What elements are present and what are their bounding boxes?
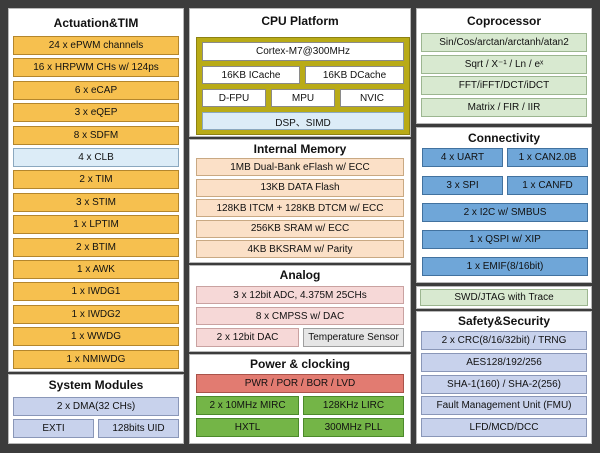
cpu-title: CPU Platform bbox=[261, 14, 339, 28]
exti-block: EXTI bbox=[13, 419, 94, 438]
analog-title: Analog bbox=[279, 268, 321, 282]
memory-item-1: 1MB Dual-Bank eFlash w/ ECC bbox=[196, 158, 404, 176]
power-panel: Power & clocking PWR / POR / BOR / LVD 2… bbox=[189, 354, 411, 444]
pll-block: 300MHz PLL bbox=[303, 418, 404, 437]
coprocessor-item-2: Sqrt / X⁻¹ / Ln / eˣ bbox=[421, 54, 587, 74]
actuation-item-4: 3 x eQEP bbox=[13, 103, 179, 123]
cmpss-block: 8 x CMPSS w/ DAC bbox=[196, 307, 404, 325]
actuation-item-2: 16 x HRPWM CHs w/ 124ps bbox=[13, 58, 179, 78]
dma-block: 2 x DMA(32 CHs) bbox=[13, 397, 179, 416]
adc-block: 3 x 12bit ADC, 4.375M 25CHs bbox=[196, 286, 404, 304]
memory-item-4: 256KB SRAM w/ ECC bbox=[196, 219, 404, 238]
swd-panel: SWD/JTAG with Trace bbox=[416, 286, 592, 309]
dac-block: 2 x 12bit DAC bbox=[196, 328, 299, 347]
icache-block: 16KB ICache bbox=[202, 66, 300, 84]
swd-jtag-block: SWD/JTAG with Trace bbox=[420, 289, 588, 306]
safety-item-1: 2 x CRC(8/16/32bit) / TRNG bbox=[421, 331, 587, 350]
analog-panel: Analog 3 x 12bit ADC, 4.375M 25CHs 8 x C… bbox=[189, 265, 411, 352]
actuation-item-9: 1 x LPTIM bbox=[13, 215, 179, 235]
connectivity-title: Connectivity bbox=[467, 131, 540, 145]
actuation-title: Actuation&TIM bbox=[53, 16, 139, 30]
dfpu-block: D-FPU bbox=[202, 89, 266, 107]
dcache-block: 16KB DCache bbox=[305, 66, 404, 84]
emif-block: 1 x EMIF(8/16bit) bbox=[422, 257, 588, 276]
temperature-sensor-block: Temperature Sensor bbox=[303, 328, 404, 347]
actuation-item-15: 1 x NMIWDG bbox=[13, 349, 179, 369]
actuation-item-3: 6 x eCAP bbox=[13, 80, 179, 100]
can-block: 1 x CAN2.0B bbox=[507, 148, 588, 167]
memory-item-5: 4KB BKSRAM w/ Parity bbox=[196, 240, 404, 258]
memory-item-3: 128KB ITCM + 128KB DTCM w/ ECC bbox=[196, 199, 404, 217]
coprocessor-item-4: Matrix / FIR / IIR bbox=[421, 97, 587, 117]
i2c-block: 2 x I2C w/ SMBUS bbox=[422, 203, 588, 222]
actuation-item-7: 2 x TIM bbox=[13, 170, 179, 190]
coprocessor-item-1: Sin/Cos/arctan/arctanh/atan2 bbox=[421, 33, 587, 52]
safety-item-4: Fault Management Unit (FMU) bbox=[421, 396, 587, 416]
actuation-item-14: 1 x WWDG bbox=[13, 327, 179, 347]
coprocessor-title: Coprocessor bbox=[466, 14, 542, 28]
nvic-block: NVIC bbox=[340, 89, 404, 107]
qspi-block: 1 x QSPI w/ XIP bbox=[422, 230, 588, 249]
actuation-item-5: 8 x SDFM bbox=[13, 125, 179, 145]
actuation-item-12: 1 x IWDG1 bbox=[13, 282, 179, 302]
actuation-item-1: 24 x ePWM channels bbox=[13, 36, 179, 55]
cpu-frame: Cortex-M7@300MHz 16KB ICache 16KB DCache… bbox=[196, 37, 410, 135]
coprocessor-item-3: FFT/iFFT/DCT/iDCT bbox=[421, 76, 587, 95]
pwr-por-bor-lvd-block: PWR / POR / BOR / LVD bbox=[196, 374, 404, 393]
cpu-panel: CPU Platform Cortex-M7@300MHz 16KB ICach… bbox=[189, 8, 411, 137]
safety-item-3: SHA-1(160) / SHA-2(256) bbox=[421, 374, 587, 394]
actuation-item-10: 2 x BTIM bbox=[13, 237, 179, 257]
actuation-item-13: 1 x IWDG2 bbox=[13, 304, 179, 324]
memory-panel: Internal Memory 1MB Dual-Bank eFlash w/ … bbox=[189, 139, 411, 263]
lirc-block: 128KHz LIRC bbox=[303, 396, 404, 415]
mpu-block: MPU bbox=[271, 89, 335, 107]
uid-block: 128bits UID bbox=[98, 419, 179, 438]
actuation-panel: Actuation&TIM 24 x ePWM channels 16 x HRP… bbox=[8, 8, 184, 372]
safety-item-5: LFD/MCD/DCC bbox=[421, 418, 587, 438]
memory-title: Internal Memory bbox=[253, 142, 347, 156]
actuation-item-6: 4 x CLB bbox=[13, 148, 179, 167]
actuation-item-11: 1 x AWK bbox=[13, 260, 179, 279]
uart-block: 4 x UART bbox=[422, 148, 503, 167]
system-modules-panel: System Modules 2 x DMA(32 CHs) EXTI 128b… bbox=[8, 374, 184, 444]
hxtl-block: HXTL bbox=[196, 418, 299, 437]
system-modules-title: System Modules bbox=[48, 378, 144, 392]
safety-item-2: AES128/192/256 bbox=[421, 352, 587, 372]
mirc-block: 2 x 10MHz MIRC bbox=[196, 396, 299, 415]
safety-title: Safety&Security bbox=[457, 314, 551, 328]
connectivity-panel: Connectivity 4 x UART 1 x CAN2.0B 3 x SP… bbox=[416, 127, 592, 283]
actuation-item-8: 3 x STIM bbox=[13, 192, 179, 212]
canfd-block: 1 x CANFD bbox=[507, 176, 588, 195]
safety-panel: Safety&Security 2 x CRC(8/16/32bit) / TR… bbox=[416, 311, 592, 444]
memory-item-2: 13KB DATA Flash bbox=[196, 178, 404, 197]
spi-block: 3 x SPI bbox=[422, 176, 503, 195]
power-title: Power & clocking bbox=[249, 357, 351, 371]
coprocessor-panel: Coprocessor Sin/Cos/arctan/arctanh/atan2… bbox=[416, 8, 592, 124]
dsp-simd-block: DSP、SIMD bbox=[202, 112, 404, 130]
cortex-core-block: Cortex-M7@300MHz bbox=[202, 42, 404, 61]
